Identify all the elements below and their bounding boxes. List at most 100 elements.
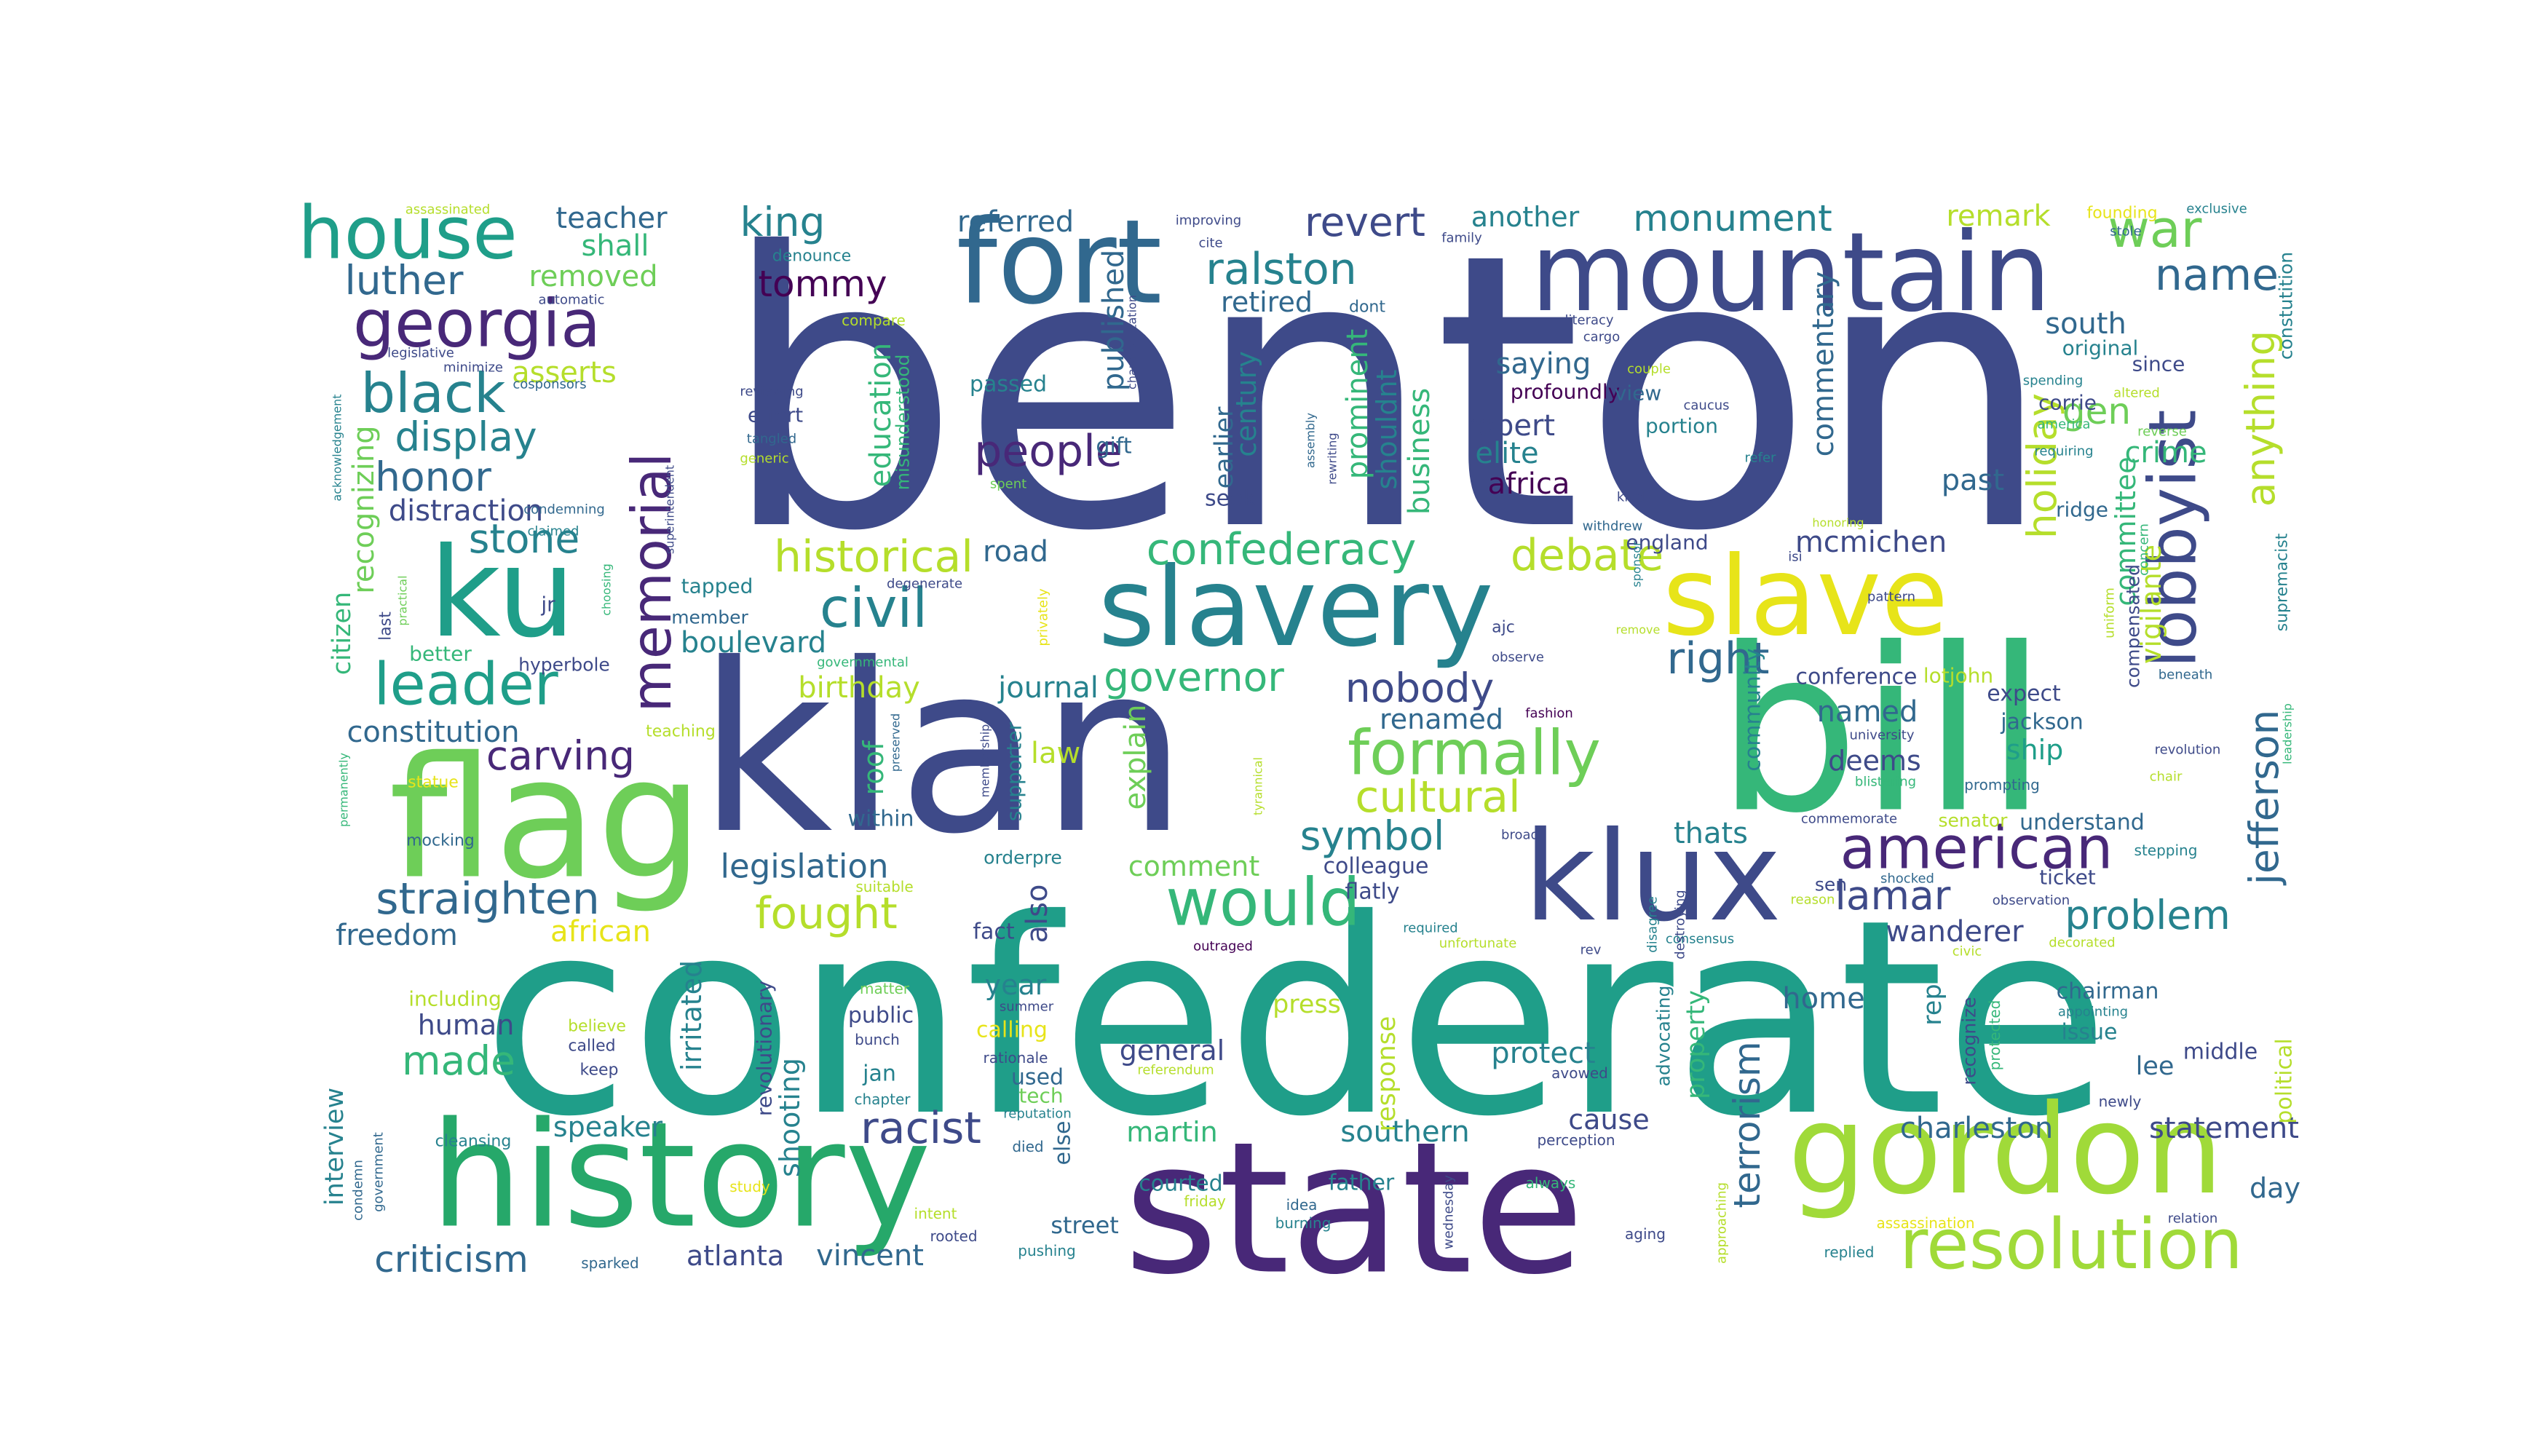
word-characterization: characterization xyxy=(1125,295,1139,389)
word-fashion: fashion xyxy=(1525,706,1573,721)
word-property: property xyxy=(1682,990,1711,1099)
word-intent: intent xyxy=(914,1205,957,1222)
word-rationale: rationale xyxy=(984,1049,1048,1067)
word-committee: committee xyxy=(2110,456,2142,606)
word-view: view xyxy=(1615,381,1661,405)
word-bunch: bunch xyxy=(855,1031,900,1048)
word-fact: fact xyxy=(973,919,1014,945)
word-idea: idea xyxy=(1286,1196,1318,1214)
word-chairman: chairman xyxy=(2057,979,2159,1005)
word-cleansing: cleansing xyxy=(435,1133,512,1151)
word-remove: remove xyxy=(1616,623,1661,637)
word-gift: gift xyxy=(1096,434,1131,459)
word-uniform: uniform xyxy=(2102,587,2118,638)
word-tech: tech xyxy=(1018,1084,1063,1108)
word-african: african xyxy=(550,915,651,949)
word-practical: practical xyxy=(396,575,410,625)
word-nobody: nobody xyxy=(1345,665,1495,711)
word-roof: roof xyxy=(858,740,890,795)
word-original: original xyxy=(2062,336,2139,360)
word-lobbyist: lobbyist xyxy=(2135,410,2212,668)
word-explain: explain xyxy=(1119,704,1152,810)
word-protected: protected xyxy=(1986,1000,2003,1071)
word-seek: seek xyxy=(1205,486,1257,512)
word-withdrew: withdrew xyxy=(1583,519,1642,534)
word-cite: cite xyxy=(1198,236,1222,251)
word-shouldnt: shouldnt xyxy=(1371,370,1403,490)
word-caucus: caucus xyxy=(1683,398,1729,414)
word-destroying: destroying xyxy=(1673,890,1688,959)
word-blistering: blistering xyxy=(1855,775,1916,790)
word-appointing: appointing xyxy=(2058,1005,2128,1020)
word-observe: observe xyxy=(1492,650,1544,665)
word-dont: dont xyxy=(1349,298,1385,317)
word-tommy: tommy xyxy=(758,263,887,305)
word-terrorism: terrorism xyxy=(1726,1041,1768,1208)
word-leader: leader xyxy=(373,651,558,719)
word-deems: deems xyxy=(1828,745,1921,777)
word-called: called xyxy=(568,1037,615,1056)
word-political: political xyxy=(2272,1038,2298,1123)
word-pushing: pushing xyxy=(1018,1242,1075,1259)
word-home: home xyxy=(1782,982,1864,1016)
word-holiday: holiday xyxy=(2019,393,2065,539)
word-preserved: preserved xyxy=(889,713,903,772)
word-wednesday: wednesday xyxy=(1441,1175,1457,1250)
word-recognize: recognize xyxy=(1959,997,1980,1085)
word-pattern: pattern xyxy=(1867,590,1915,605)
word-minimize: minimize xyxy=(443,360,503,376)
word-resolution: resolution xyxy=(1899,1205,2243,1285)
word-replied: replied xyxy=(1824,1243,1875,1261)
word-governmental: governmental xyxy=(817,655,909,670)
word-courted: courted xyxy=(1139,1171,1222,1197)
word-fought: fought xyxy=(755,888,898,939)
word-stole: stole xyxy=(2110,224,2142,240)
word-conference: conference xyxy=(1796,665,1918,690)
word-gordon: gordon xyxy=(1788,1078,2224,1222)
word-legislative: legislative xyxy=(387,346,454,361)
word-anything: anything xyxy=(2237,331,2284,507)
word-general: general xyxy=(1120,1034,1224,1067)
word-jan: jan xyxy=(862,1061,896,1087)
word-relation: relation xyxy=(2168,1211,2218,1227)
word-response: response xyxy=(1372,1016,1401,1132)
word-calling: calling xyxy=(976,1018,1048,1043)
word-speaker: speaker xyxy=(553,1111,663,1143)
word-business: business xyxy=(1403,388,1436,515)
word-cargo: cargo xyxy=(1583,330,1620,345)
word-aging: aging xyxy=(1625,1225,1666,1243)
word-effort: effort xyxy=(748,403,803,427)
word-supremacist: supremacist xyxy=(2274,533,2292,631)
word-crime: crime xyxy=(2124,436,2207,470)
word-people: people xyxy=(974,426,1122,477)
word-jefferson: jefferson xyxy=(2241,710,2287,886)
words-layer: bentonconfederateklanstatehistorybillsla… xyxy=(298,173,2300,1315)
word-confederacy: confederacy xyxy=(1147,524,1417,575)
word-saying: saying xyxy=(1496,347,1591,381)
word-prompting: prompting xyxy=(1964,776,2040,794)
word-war: war xyxy=(2108,199,2202,259)
word-made: made xyxy=(402,1037,515,1084)
word-day: day xyxy=(2250,1172,2300,1204)
word-exclusive: exclusive xyxy=(2186,202,2247,217)
word-believe: believe xyxy=(568,1018,626,1036)
word-orderpre: orderpre xyxy=(984,847,1062,869)
word-tapped: tapped xyxy=(681,574,753,598)
word-protect: protect xyxy=(1491,1037,1595,1070)
word-elite: elite xyxy=(1475,437,1538,470)
word-always: always xyxy=(1526,1174,1576,1192)
word-condemn: condemn xyxy=(351,1160,366,1221)
word-problem: problem xyxy=(2065,892,2231,938)
word-assembly: assembly xyxy=(1304,413,1318,468)
word-refer: refer xyxy=(1745,451,1776,466)
word-sponsor: sponsor xyxy=(1630,541,1644,587)
word-compare: compare xyxy=(842,312,906,329)
word-rewriting: rewriting xyxy=(1326,432,1340,484)
word-revolutionary: revolutionary xyxy=(753,981,777,1116)
word-cosponsors: cosponsors xyxy=(513,377,586,392)
word-memorial: memorial xyxy=(620,453,684,713)
word-earlier: earlier xyxy=(1210,406,1239,488)
word-founding: founding xyxy=(2086,205,2157,223)
word-burning: burning xyxy=(1275,1214,1332,1232)
word-america: america xyxy=(2038,417,2091,432)
